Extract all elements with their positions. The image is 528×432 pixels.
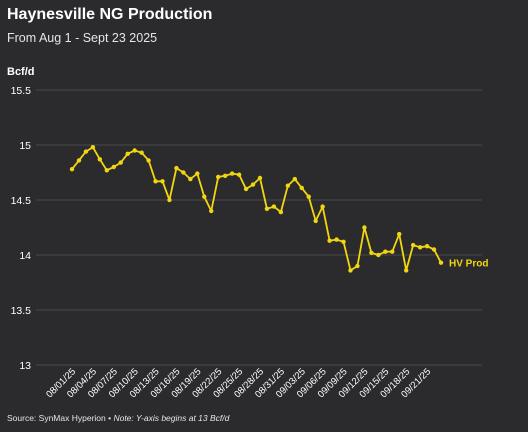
data-point — [236, 172, 242, 177]
data-point — [438, 260, 444, 265]
data-point — [362, 225, 367, 230]
data-point — [146, 158, 151, 163]
data-point — [243, 186, 249, 192]
data-point — [209, 208, 214, 214]
data-point — [299, 185, 304, 191]
y-tick-label: 13 — [19, 360, 31, 372]
data-point — [403, 268, 409, 273]
data-point — [202, 194, 207, 199]
y-tick-label: 15.5 — [11, 85, 32, 97]
y-tick-label: 15 — [19, 140, 31, 152]
data-point — [376, 252, 381, 258]
x-tick-labels: 08/01/2508/04/2508/07/2508/10/2508/13/25… — [44, 366, 433, 400]
data-point — [139, 150, 144, 155]
y-tick-label: 13.5 — [11, 305, 32, 317]
data-point — [167, 197, 172, 203]
data-point — [278, 209, 284, 215]
data-point — [132, 148, 137, 153]
data-point — [424, 244, 430, 249]
axis-note: Note: Y-axis begins at 13 Bcf/d — [113, 413, 230, 423]
y-axis-label: Bcf/d — [7, 66, 35, 78]
data-point — [83, 149, 89, 154]
data-point — [257, 175, 263, 181]
source-text: Source: SynMax Hyperion — [7, 413, 106, 423]
data-point — [417, 245, 423, 250]
data-point — [292, 176, 297, 182]
data-point — [69, 167, 75, 172]
data-point — [222, 173, 228, 178]
data-point — [125, 151, 130, 156]
data-point — [341, 239, 346, 244]
data-point — [306, 194, 311, 199]
grid-lines — [36, 89, 482, 366]
data-point — [271, 204, 277, 209]
data-point — [118, 160, 123, 165]
y-tick-label: 14.5 — [11, 195, 32, 207]
data-point — [431, 247, 437, 252]
chart-footer: Source: SynMax Hyperion • Note: Y-axis b… — [7, 413, 229, 423]
data-point — [397, 231, 402, 237]
data-point — [76, 158, 82, 163]
chart-title: Haynesville NG Production — [7, 6, 213, 23]
chart-subtitle: From Aug 1 - Sept 23 2025 — [7, 31, 158, 45]
data-point — [410, 242, 416, 248]
data-point — [181, 170, 186, 175]
y-tick-labels: 13 13.5 14 14.5 15 15.5 — [11, 85, 32, 372]
data-point — [229, 171, 235, 176]
data-point — [160, 179, 165, 184]
data-point — [264, 206, 270, 211]
data-point — [104, 168, 110, 173]
data-point — [111, 164, 116, 170]
data-point — [174, 165, 179, 171]
series-labels: HV Prod — [449, 259, 488, 270]
y-tick-label: 14 — [19, 250, 31, 262]
footer-separator: • — [105, 413, 114, 423]
data-point — [369, 250, 374, 255]
data-point — [348, 268, 353, 273]
data-point — [90, 145, 96, 150]
data-point — [383, 249, 388, 254]
data-point — [327, 238, 332, 243]
data-point — [355, 263, 360, 269]
series-points — [69, 145, 444, 273]
data-point — [216, 174, 221, 180]
data-point — [390, 249, 395, 254]
data-point — [313, 218, 318, 224]
data-point — [195, 171, 200, 176]
data-point — [188, 176, 193, 182]
data-point — [285, 183, 291, 188]
data-point — [320, 204, 325, 209]
data-point — [250, 182, 256, 187]
series-name-label: HV Prod — [449, 259, 488, 270]
data-point — [334, 237, 339, 242]
data-point — [153, 179, 158, 184]
data-point — [97, 157, 103, 162]
